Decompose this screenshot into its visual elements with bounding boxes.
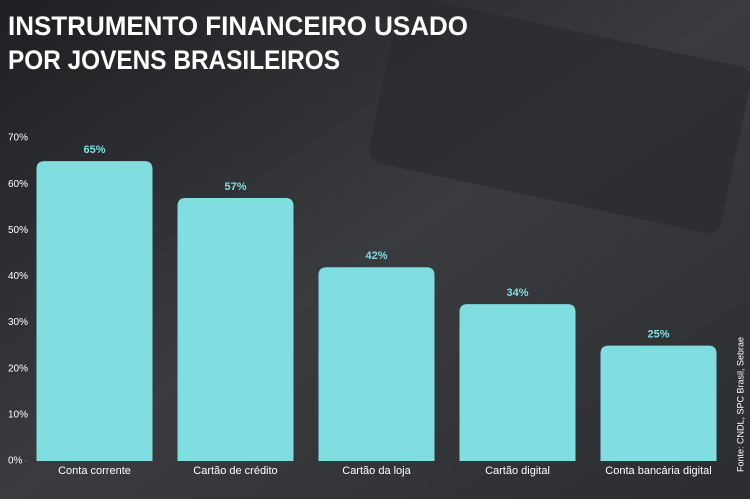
value-label: 65% [83,144,105,156]
y-tick-label: 20% [8,363,28,374]
source-note: Fonte: CNDL, SPC Brasil, Sebrae [735,337,745,472]
x-tick-label: Conta bancária digital [605,465,711,477]
y-tick-label: 60% [8,179,28,190]
x-tick-label: Cartão de crédito [193,465,277,477]
bar [36,161,153,462]
value-label: 57% [224,181,246,193]
value-label: 34% [506,287,528,299]
background-calculator [368,0,750,233]
bar [318,267,435,461]
value-label: 25% [647,329,669,341]
bar [177,197,294,461]
bar [600,345,717,461]
y-tick-label: 0% [8,456,23,467]
y-tick-label: 40% [8,271,28,282]
y-tick-label: 30% [8,317,28,328]
value-label: 42% [365,250,387,262]
y-tick-label: 70% [8,133,28,144]
chart-title: POR JOVENS BRASILEIROS [8,45,340,75]
chart-title: INSTRUMENTO FINANCEIRO USADO [8,11,468,41]
x-tick-label: Conta corrente [58,465,131,477]
y-tick-label: 10% [8,409,28,420]
x-tick-label: Cartão digital [485,465,550,477]
bar [459,304,576,461]
x-tick-label: Cartão da loja [342,465,411,477]
y-tick-label: 50% [8,225,28,236]
